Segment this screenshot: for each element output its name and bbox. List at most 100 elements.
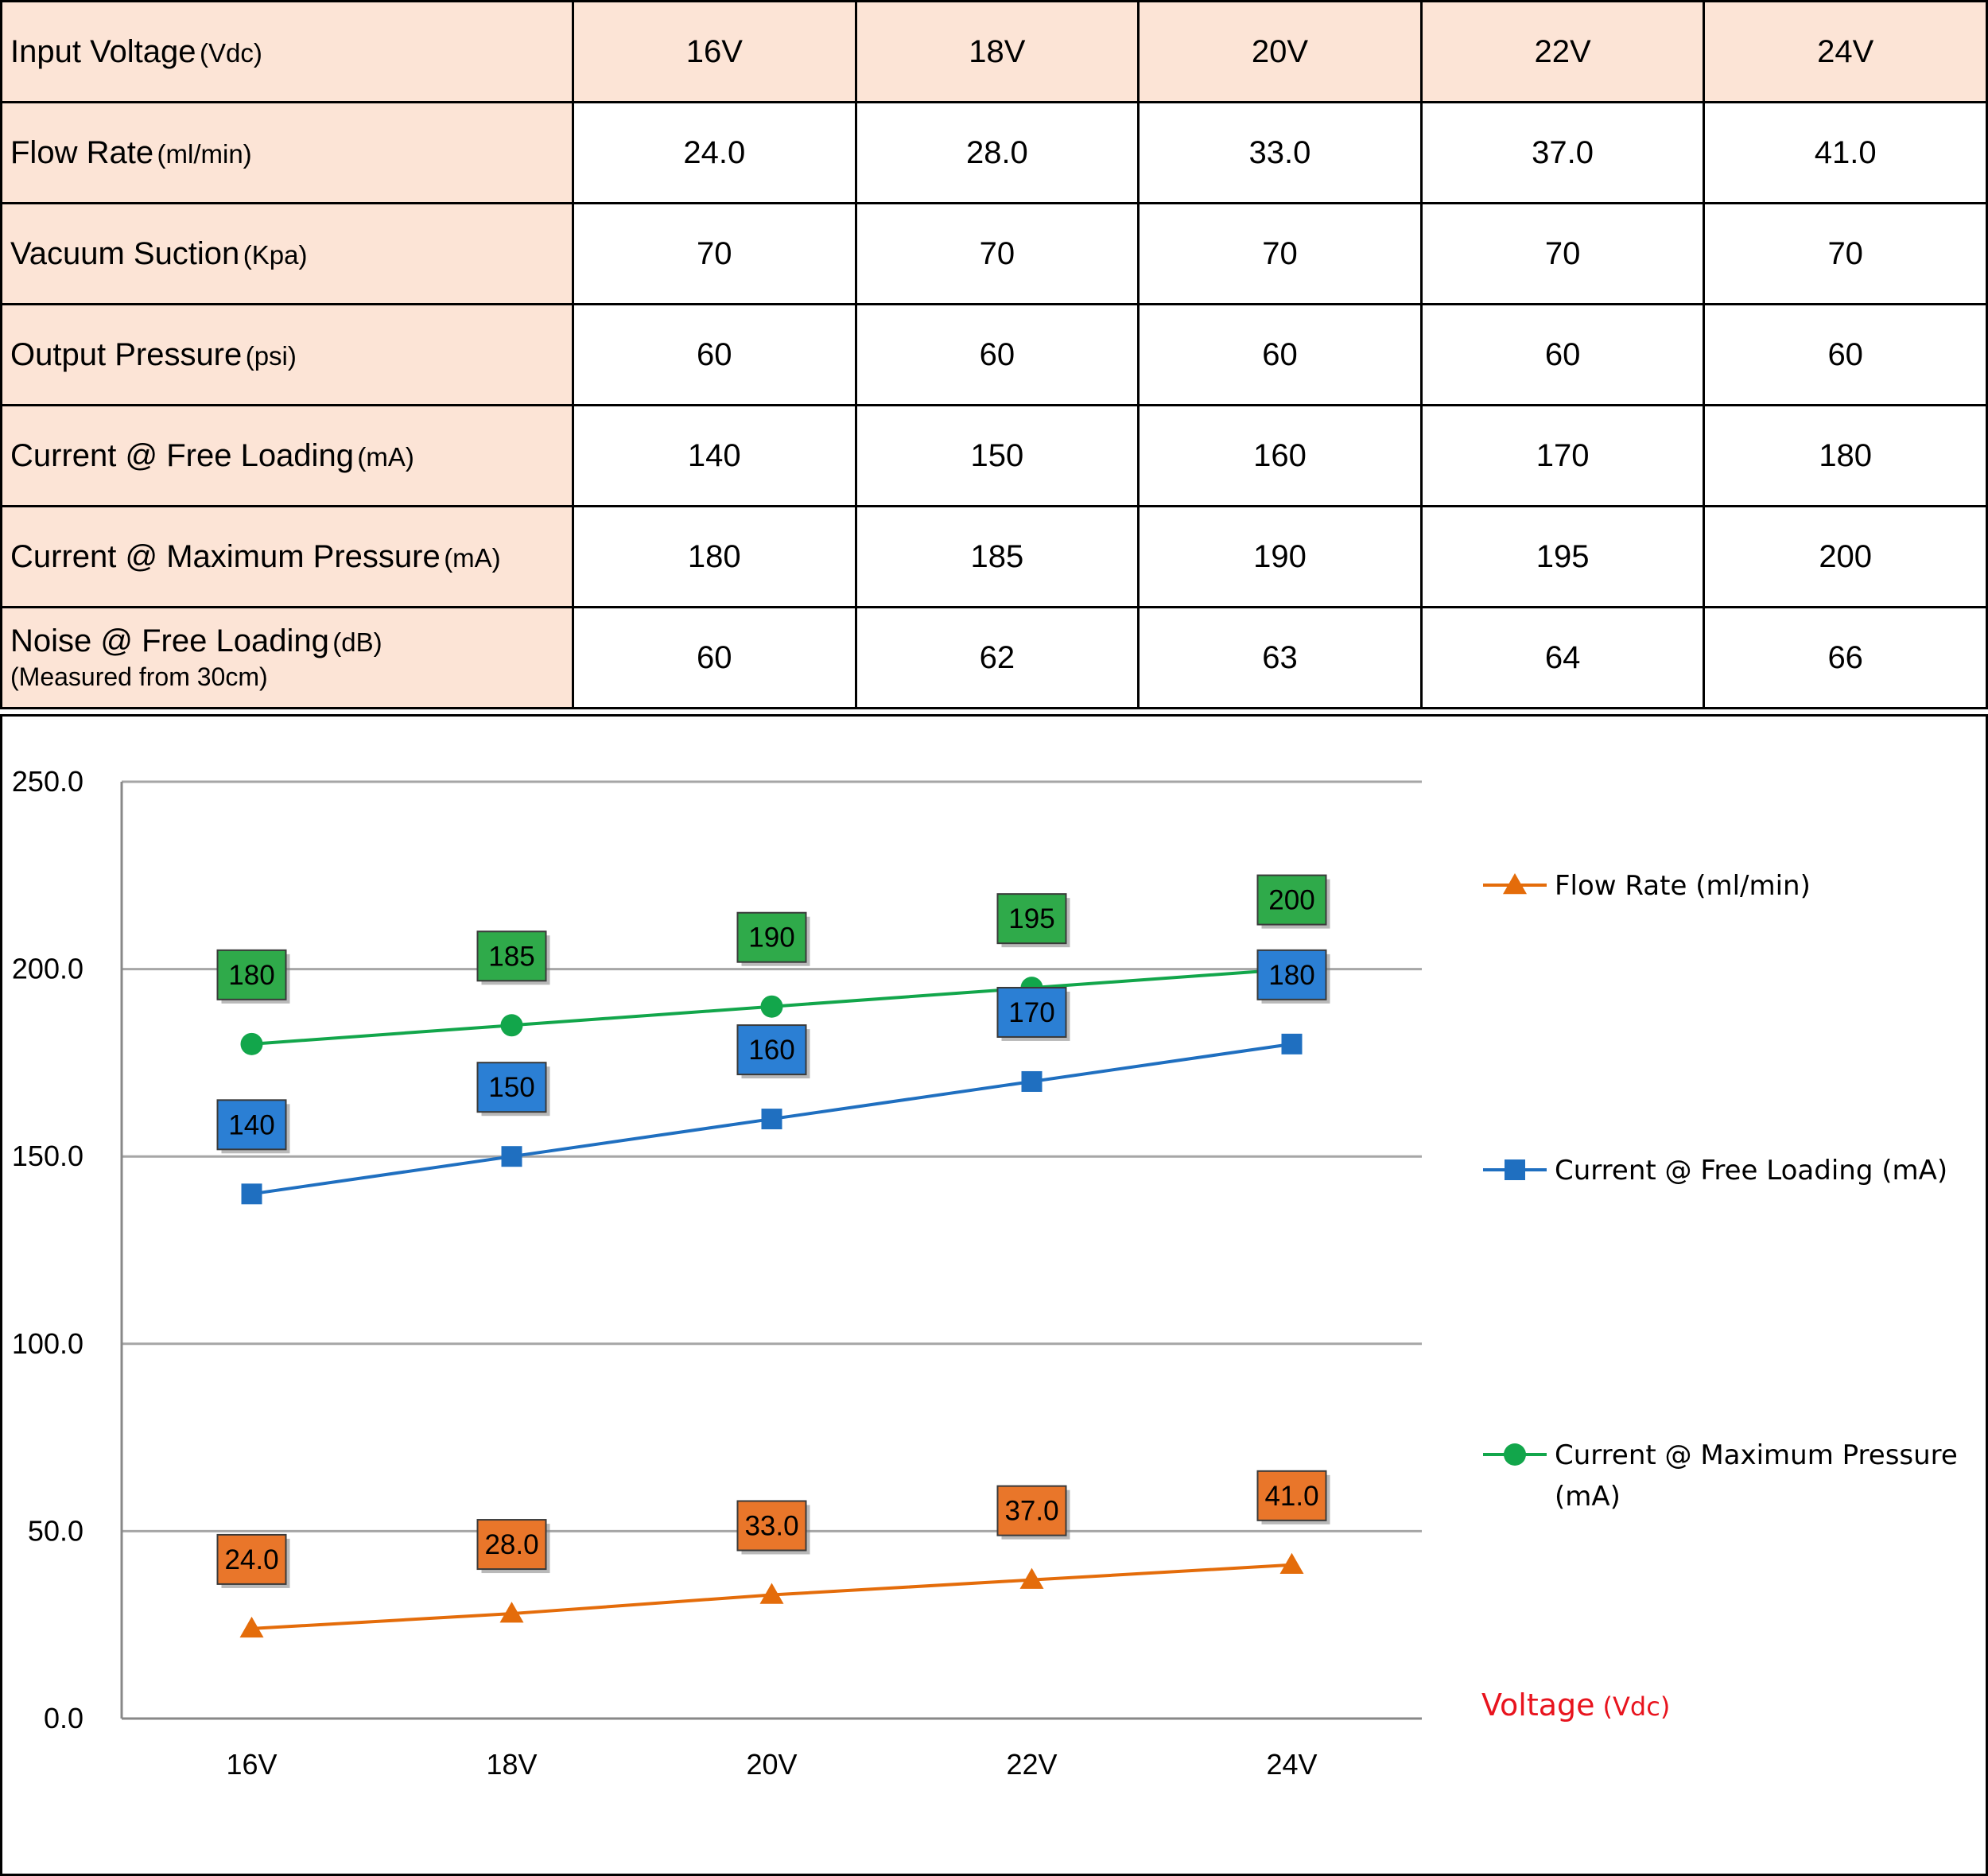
data-label: 180: [228, 960, 274, 991]
value-cell: 170: [1419, 404, 1706, 507]
legend-label: Current @ Free Loading (mA): [1555, 1155, 1947, 1187]
value-cell: 60: [1703, 303, 1988, 406]
data-label-box: [736, 911, 807, 963]
header-cell: 18V: [854, 0, 1140, 103]
row-label-cell: Noise @ Free Loading (dB) (Measured from …: [0, 606, 574, 709]
value-cell: 60: [854, 303, 1140, 406]
value-cell: 28.0: [854, 101, 1140, 204]
legend-label: (mA): [1555, 1481, 1621, 1513]
row-label: Input Voltage: [10, 33, 196, 69]
row-sublabel: (Measured from 30cm): [10, 662, 268, 691]
data-point: [500, 1014, 523, 1037]
legend-marker: [1504, 1443, 1526, 1466]
data-label-box: [996, 986, 1067, 1038]
row-unit: (ml/min): [157, 138, 252, 169]
value-cell: 70: [1419, 202, 1706, 305]
value-cell: 37.0: [1419, 101, 1706, 204]
data-label: 180: [1268, 960, 1314, 991]
data-label: 150: [488, 1072, 534, 1103]
value-cell: 24.0: [572, 101, 857, 204]
table-row: Noise @ Free Loading (dB) (Measured from …: [0, 606, 1988, 709]
data-point: [501, 1146, 522, 1167]
x-tick-label: 24V: [1266, 1748, 1317, 1781]
row-unit: (Kpa): [243, 239, 308, 270]
data-label-box: [996, 1485, 1067, 1536]
y-tick-label: 200.0: [12, 953, 83, 985]
data-label-box: [1256, 1470, 1327, 1521]
value-cell: 60: [572, 303, 857, 406]
value-cell: 62: [854, 606, 1140, 709]
row-label: Current @ Maximum Pressure: [10, 538, 441, 574]
row-label: Output Pressure: [10, 336, 243, 372]
value-cell: 180: [572, 505, 857, 608]
data-label-box: [1256, 949, 1327, 1000]
row-label: Noise @ Free Loading: [10, 623, 329, 658]
value-cell: 190: [1137, 505, 1423, 608]
y-tick-label: 150.0: [12, 1140, 83, 1172]
data-label: 41.0: [1264, 1481, 1318, 1512]
data-label-box: [996, 893, 1067, 945]
row-unit: (mA): [357, 441, 414, 472]
table-row: Current @ Maximum Pressure (mA) 180 185 190…: [0, 505, 1988, 608]
data-label-box: [736, 1024, 807, 1076]
value-cell: 195: [1419, 505, 1706, 608]
row-label: Flow Rate: [10, 134, 154, 170]
table-row: Flow Rate (ml/min) 24.0 28.0 33.0 37.0 41.0: [0, 101, 1988, 204]
data-label: 190: [748, 922, 794, 954]
value-cell: 63: [1137, 606, 1423, 709]
y-tick-label: 250.0: [12, 765, 83, 798]
legend-label: Current @ Maximum Pressure: [1555, 1439, 1958, 1471]
data-label: 200: [1268, 885, 1314, 916]
value-cell: 185: [854, 505, 1140, 608]
value-cell: 60: [572, 606, 857, 709]
header-cell: 22V: [1419, 0, 1706, 103]
data-label-box: [476, 1062, 547, 1113]
spec-table-body: Input Voltage (Vdc) 16V 18V 20V 22V 24V Flow R…: [0, 0, 1988, 709]
data-label-box: [736, 1500, 807, 1552]
data-point: [240, 1032, 263, 1055]
spec-table: Input Voltage (Vdc) 16V 18V 20V 22V 24V Flow R…: [0, 0, 1988, 709]
x-axis-title-text: Voltage: [1481, 1688, 1595, 1723]
data-point: [1281, 1033, 1303, 1055]
data-point: [759, 1583, 784, 1604]
row-unit: (mA): [444, 542, 501, 573]
x-tick-label: 18V: [486, 1748, 537, 1781]
x-tick-label: 20V: [746, 1748, 797, 1781]
data-point: [760, 995, 783, 1018]
row-label-cell: Current @ Maximum Pressure (mA): [0, 505, 574, 608]
data-point: [1019, 1567, 1044, 1589]
chart-frame: 0.0 50.0 100.0 150.0 200.0 250.0 16V 18V 20V 22V 2…: [0, 714, 1988, 1876]
legend-marker: [1505, 1159, 1525, 1180]
legend-label: Flow Rate (ml/min): [1555, 870, 1811, 902]
row-label-cell: Input Voltage (Vdc): [0, 0, 574, 103]
value-cell: 70: [854, 202, 1140, 305]
data-label-box: [216, 1099, 287, 1151]
value-cell: 60: [1137, 303, 1423, 406]
data-label: 28.0: [484, 1529, 538, 1560]
data-label: 185: [488, 941, 534, 972]
table-header-row: Input Voltage (Vdc) 16V 18V 20V 22V 24V: [0, 0, 1988, 103]
value-cell: 66: [1703, 606, 1988, 709]
legend-marker: [1503, 873, 1527, 895]
data-label: 33.0: [744, 1511, 798, 1542]
data-label-box: [216, 949, 287, 1000]
x-axis-title: Voltage (Vdc): [1481, 1688, 1670, 1723]
value-cell: 64: [1419, 606, 1706, 709]
header-cell: 24V: [1703, 0, 1988, 103]
x-tick-label: 22V: [1006, 1748, 1057, 1781]
data-label: 24.0: [224, 1544, 278, 1575]
value-cell: 41.0: [1703, 101, 1988, 204]
value-cell: 33.0: [1137, 101, 1423, 204]
data-point: [1021, 1070, 1043, 1092]
value-cell: 70: [572, 202, 857, 305]
header-cell: 20V: [1137, 0, 1423, 103]
table-row: Vacuum Suction (Kpa) 70 70 70 70 70: [0, 202, 1988, 305]
row-label-cell: Current @ Free Loading (mA): [0, 404, 574, 507]
value-cell: 150: [854, 404, 1140, 507]
data-label-box: [476, 930, 547, 982]
data-point: [499, 1602, 524, 1623]
data-point: [241, 1183, 262, 1205]
x-tick-label: 16V: [226, 1748, 277, 1781]
data-point: [239, 1616, 264, 1638]
value-cell: 70: [1137, 202, 1423, 305]
